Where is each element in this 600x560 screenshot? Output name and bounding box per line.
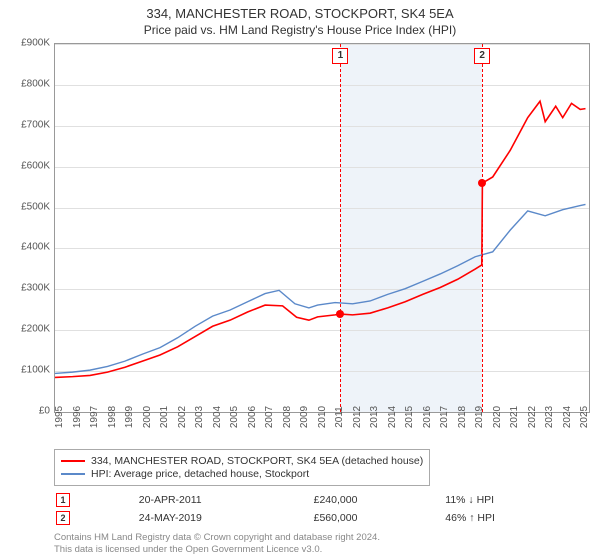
event-vline [482,44,483,412]
legend-item: HPI: Average price, detached house, Stoc… [61,468,423,480]
series-lines [55,44,589,412]
legend-label: 334, MANCHESTER ROAD, STOCKPORT, SK4 5EA… [91,455,423,467]
x-tick-label: 2000 [142,406,153,428]
y-tick-label: £700K [21,119,50,130]
event-dot [478,179,486,187]
series-price_paid [55,101,586,377]
event-row: 1 20-APR-2011£240,00011% ↓ HPI [56,492,588,508]
event-dot [336,310,344,318]
x-tick-label: 1996 [72,406,83,428]
x-tick-label: 2011 [334,406,345,428]
x-tick-label: 1998 [107,406,118,428]
footer-line-2: This data is licensed under the Open Gov… [54,544,590,556]
x-tick-label: 2021 [509,406,520,428]
legend-item: 334, MANCHESTER ROAD, STOCKPORT, SK4 5EA… [61,455,423,467]
x-tick-label: 2010 [317,406,328,428]
event-price: £240,000 [314,492,444,508]
events-table: 1 20-APR-2011£240,00011% ↓ HPI 2 24-MAY-201… [54,490,590,528]
x-tick-label: 2017 [439,406,450,428]
x-tick-label: 2004 [212,406,223,428]
x-tick-label: 2016 [422,406,433,428]
y-tick-label: £900K [21,38,50,49]
chart-title-block: 334, MANCHESTER ROAD, STOCKPORT, SK4 5EA… [10,6,590,43]
footer-line-1: Contains HM Land Registry data © Crown c… [54,532,590,544]
event-num-box: 2 [56,511,70,525]
x-tick-label: 2005 [229,406,240,428]
legend-swatch [61,460,85,462]
event-vline [340,44,341,412]
y-tick-label: £200K [21,324,50,335]
y-tick-label: £0 [39,406,50,417]
legend-swatch [61,473,85,475]
y-tick-label: £400K [21,242,50,253]
title-line-2: Price paid vs. HM Land Registry's House … [10,23,590,37]
plot-area: 12 [54,43,590,413]
x-tick-label: 2008 [282,406,293,428]
x-tick-label: 2012 [352,406,363,428]
x-tick-label: 2019 [474,406,485,428]
x-tick-label: 2002 [177,406,188,428]
x-tick-label: 2023 [544,406,555,428]
x-tick-label: 2024 [562,406,573,428]
x-tick-label: 2015 [404,406,415,428]
x-tick-label: 2014 [387,406,398,428]
legend-label: HPI: Average price, detached house, Stoc… [91,468,309,480]
x-tick-label: 2006 [247,406,258,428]
y-tick-label: £800K [21,78,50,89]
event-date: 24-MAY-2019 [139,510,312,526]
title-line-1: 334, MANCHESTER ROAD, STOCKPORT, SK4 5EA [10,6,590,21]
x-tick-label: 2018 [457,406,468,428]
y-tick-label: £300K [21,283,50,294]
x-axis: 1995199619971998199920002001200220032004… [54,413,590,443]
x-tick-label: 1995 [54,406,65,428]
x-tick-label: 2007 [264,406,275,428]
x-tick-label: 1997 [89,406,100,428]
y-tick-label: £100K [21,365,50,376]
x-tick-label: 2013 [369,406,380,428]
event-marker: 2 [474,48,490,64]
x-tick-label: 2020 [492,406,503,428]
x-tick-label: 2022 [527,406,538,428]
x-tick-label: 2001 [159,406,170,428]
x-tick-label: 1999 [124,406,135,428]
y-tick-label: £600K [21,160,50,171]
footer: Contains HM Land Registry data © Crown c… [54,532,590,556]
event-delta: 11% ↓ HPI [445,492,588,508]
x-tick-label: 2009 [299,406,310,428]
x-tick-label: 2003 [194,406,205,428]
event-num-box: 1 [56,493,70,507]
event-price: £560,000 [314,510,444,526]
event-delta: 46% ↑ HPI [445,510,588,526]
series-hpi [55,204,586,373]
event-marker: 1 [332,48,348,64]
x-tick-label: 2025 [579,406,590,428]
y-axis: £0£100K£200K£300K£400K£500K£600K£700K£80… [10,43,54,413]
y-tick-label: £500K [21,201,50,212]
event-date: 20-APR-2011 [139,492,312,508]
legend: 334, MANCHESTER ROAD, STOCKPORT, SK4 5EA… [54,449,430,486]
chart-area: £0£100K£200K£300K£400K£500K£600K£700K£80… [10,43,590,413]
event-row: 2 24-MAY-2019£560,00046% ↑ HPI [56,510,588,526]
